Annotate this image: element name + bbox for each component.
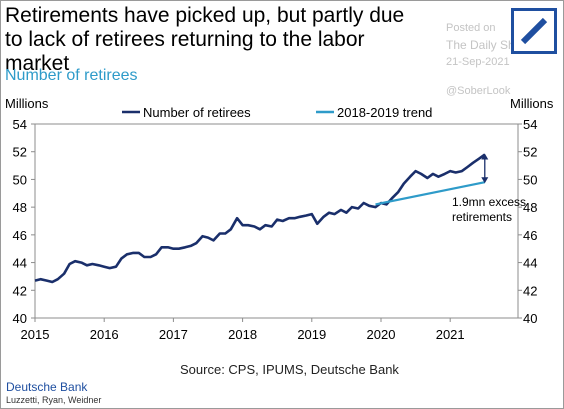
legend-label-retirees: Number of retirees	[143, 105, 251, 120]
watermark-date: 21-Sep-2021	[446, 56, 510, 68]
footer-bank-name: Deutsche Bank	[6, 380, 88, 394]
y-tick-label-left: 50	[13, 172, 27, 187]
y-tick-label-left: 52	[13, 145, 27, 160]
y-tick-label-right: 46	[523, 228, 537, 243]
y-tick-label-left: 54	[13, 117, 27, 132]
plot-area	[34, 123, 519, 319]
y-axis-label-right: Millions	[510, 96, 554, 111]
x-tick-label: 2019	[297, 327, 326, 342]
x-tick-label: 2016	[90, 327, 119, 342]
watermark-handle: @SoberLook	[446, 85, 511, 97]
y-tick-label-left: 40	[13, 311, 27, 326]
x-tick-label: 2021	[436, 327, 465, 342]
y-tick-label-right: 54	[523, 117, 537, 132]
annotation-arrowhead-top	[481, 153, 489, 160]
chart-subtitle: Number of retirees	[5, 67, 138, 84]
y-tick-label-right: 42	[523, 283, 537, 298]
series-line-retirees	[34, 153, 486, 284]
x-tick-label: 2015	[21, 327, 50, 342]
x-tick-label: 2018	[228, 327, 257, 342]
y-tick-label-left: 42	[13, 283, 27, 298]
y-tick-label-right: 40	[523, 311, 537, 326]
y-tick-label-right: 44	[523, 256, 537, 271]
chart-title: Retirements have picked up, but partly d…	[5, 4, 405, 75]
y-tick-label-left: 48	[13, 200, 27, 215]
annotation-text-line1: 1.9mn excess	[452, 195, 526, 209]
legend-label-trend: 2018-2019 trend	[337, 105, 432, 120]
annotation-text-line2: retirements	[452, 210, 512, 224]
y-tick-label-right: 48	[523, 200, 537, 215]
watermark-site: The Daily Shot	[446, 38, 525, 52]
y-tick-label-right: 50	[523, 172, 537, 187]
y-tick-label-left: 46	[13, 228, 27, 243]
deutsche-bank-logo-icon	[511, 8, 557, 54]
source-note: Source: CPS, IPUMS, Deutsche Bank	[180, 362, 399, 377]
watermark-posted-on: Posted on	[446, 22, 496, 34]
x-tick-label: 2017	[159, 327, 188, 342]
annotation-arrowhead-bottom	[481, 177, 489, 184]
y-tick-label-right: 52	[523, 145, 537, 160]
y-axis-label-left: Millions	[5, 96, 49, 111]
series-line-trend	[375, 181, 486, 206]
x-tick-label: 2020	[367, 327, 396, 342]
footer-authors: Luzzetti, Ryan, Weidner	[6, 395, 102, 405]
y-tick-label-left: 44	[13, 256, 27, 271]
